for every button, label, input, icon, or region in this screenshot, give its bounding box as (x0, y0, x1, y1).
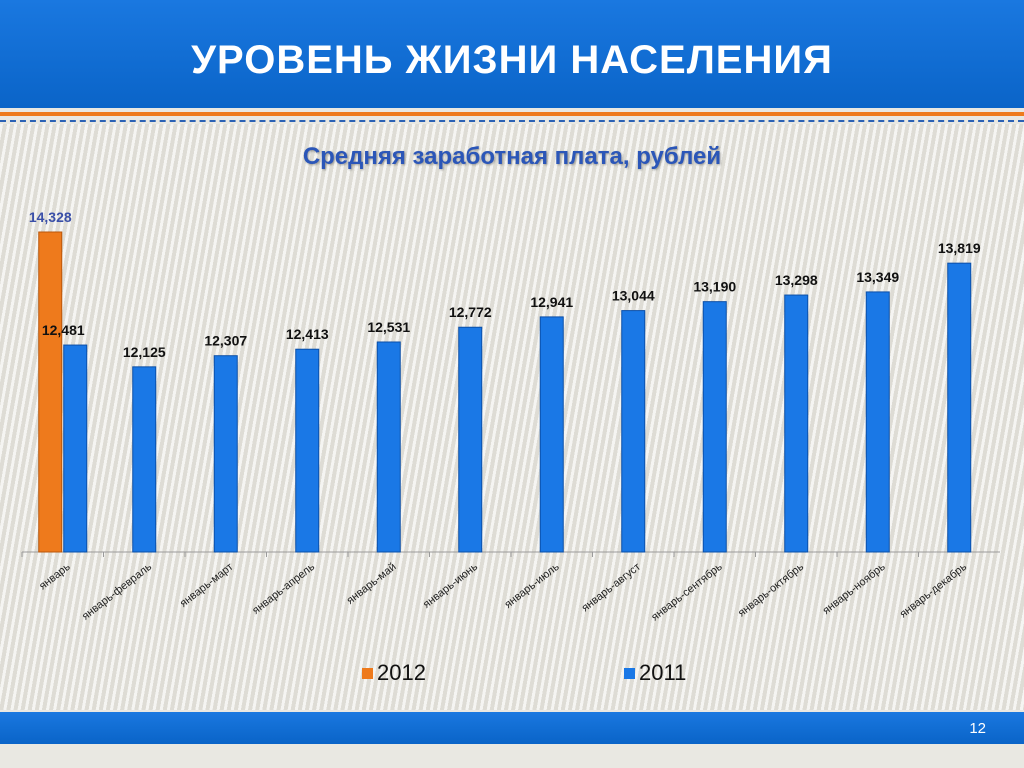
data-label-2011: 13,349 (856, 269, 899, 285)
data-label-2012: 14,328 (29, 209, 72, 225)
legend-swatch-2012 (362, 668, 373, 679)
bar-2011 (376, 341, 401, 553)
data-label-2011: 12,772 (449, 304, 492, 320)
x-tick-label: январь-октябрь (736, 561, 806, 620)
header-divider-orange (0, 112, 1024, 116)
data-label-2011: 12,413 (286, 326, 329, 342)
data-label-2011: 13,819 (938, 240, 981, 256)
header-divider-dashed (0, 120, 1024, 122)
data-label-2011: 12,941 (530, 294, 573, 310)
legend-swatch-2011 (624, 668, 635, 679)
x-tick-label: январь-июль (502, 561, 561, 611)
bar-2011 (947, 262, 972, 553)
legend-label-2012: 2012 (377, 660, 426, 685)
data-label-2011: 12,125 (123, 344, 166, 360)
bar-2012 (38, 231, 63, 553)
data-label-2011: 13,298 (775, 272, 818, 288)
bar-2011 (213, 355, 238, 553)
data-label-2011: 12,481 (42, 322, 85, 338)
bar-2011 (63, 344, 88, 553)
x-tick-label: январь (37, 561, 73, 593)
x-tick-label: январь-декабрь (898, 561, 970, 621)
legend-item-2011: 2011 (624, 660, 686, 686)
legend-label-2011: 2011 (639, 660, 687, 685)
x-tick-label: январь-июнь (421, 561, 480, 611)
x-tick-label: январь-май (345, 561, 399, 607)
slide-footer (0, 712, 1024, 744)
data-label-2011: 13,044 (612, 288, 655, 304)
x-tick-label: январь-сентябрь (649, 561, 725, 624)
bar-2011 (865, 291, 890, 553)
bar-2011 (458, 326, 483, 553)
x-tick-label: январь-февраль (80, 561, 154, 623)
data-label-2011: 13,190 (693, 279, 736, 295)
slide-footer-base (0, 744, 1024, 768)
x-tick-label: январь-апрель (250, 561, 317, 617)
bar-2011 (295, 348, 320, 553)
data-label-2011: 12,531 (367, 319, 410, 335)
legend-item-2012: 2012 (362, 660, 426, 686)
bar-2011 (784, 294, 809, 553)
slide-header (0, 0, 1024, 108)
page-number: 12 (969, 720, 986, 737)
bar-2011 (132, 366, 157, 553)
bar-2011 (702, 301, 727, 553)
x-tick-label: январь-август (580, 561, 644, 614)
x-tick-label: январь-ноябрь (821, 561, 888, 617)
x-tick-label: январь-март (178, 561, 236, 610)
data-label-2011: 12,307 (204, 333, 247, 349)
bar-2011 (539, 316, 564, 553)
slide-title: УРОВЕНЬ ЖИЗНИ НАСЕЛЕНИЯ (191, 38, 833, 82)
chart-title: Средняя заработная плата, рублей (302, 143, 722, 170)
bar-2011 (621, 310, 646, 553)
background-stripes (0, 124, 1024, 710)
